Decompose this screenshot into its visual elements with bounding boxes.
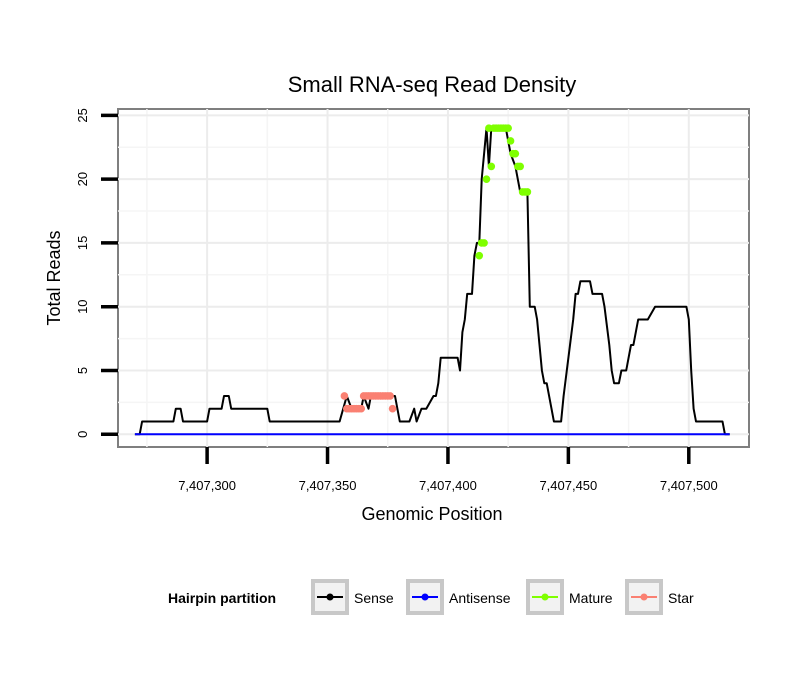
star-point: [388, 404, 397, 413]
legend-item-star: Star: [625, 579, 694, 615]
gridlines: [118, 109, 749, 447]
mature-point: [480, 239, 488, 247]
legend-key-point-sense: [326, 593, 334, 601]
axes: 7,407,300 7,407,350 7,407,400 7,407,450 7,40…: [75, 108, 718, 493]
star-point: [357, 404, 366, 413]
x-tick-label: 7,407,300: [178, 478, 236, 493]
legend-label-sense: Sense: [354, 590, 394, 606]
x-axis-label: Genomic Position: [361, 504, 502, 524]
star-point: [386, 392, 394, 400]
legend-key-point-mature: [541, 593, 549, 601]
mature-point: [482, 175, 491, 183]
x-tick-label: 7,407,400: [419, 478, 477, 493]
x-tick-label: 7,407,350: [299, 478, 357, 493]
legend-title: Hairpin partition: [168, 590, 276, 606]
legend-label-mature: Mature: [569, 590, 613, 606]
y-axis-label: Total Reads: [44, 230, 64, 325]
y-tick-label: 10: [75, 299, 90, 313]
legend-item-antisense: Antisense: [406, 579, 511, 615]
legend-label-antisense: Antisense: [449, 590, 511, 606]
mature-point: [475, 251, 484, 260]
mature-point: [516, 162, 525, 171]
legend-item-mature: Mature: [526, 579, 613, 615]
chart-title: Small RNA-seq Read Density: [288, 72, 577, 97]
legend-key-point-antisense: [421, 593, 429, 601]
star-point: [340, 392, 349, 400]
y-tick-label: 20: [75, 172, 90, 186]
y-tick-label: 5: [75, 367, 90, 374]
plot-panel: [117, 108, 750, 448]
y-tick-label: 0: [75, 431, 90, 438]
legend: Hairpin partition Sense Antisense Mature St…: [168, 579, 694, 615]
y-tick-label: 15: [75, 236, 90, 250]
mature-point: [523, 188, 532, 196]
mature-point: [506, 137, 515, 145]
mature-point: [511, 149, 520, 158]
legend-key-point-star: [640, 593, 648, 601]
mature-point: [487, 162, 496, 171]
x-tick-label: 7,407,450: [539, 478, 597, 493]
y-tick-label: 25: [75, 108, 90, 122]
mature-point: [504, 124, 512, 132]
legend-label-star: Star: [668, 590, 694, 606]
series-layer: [134, 124, 730, 436]
x-tick-label: 7,407,500: [660, 478, 718, 493]
legend-item-sense: Sense: [311, 579, 394, 615]
